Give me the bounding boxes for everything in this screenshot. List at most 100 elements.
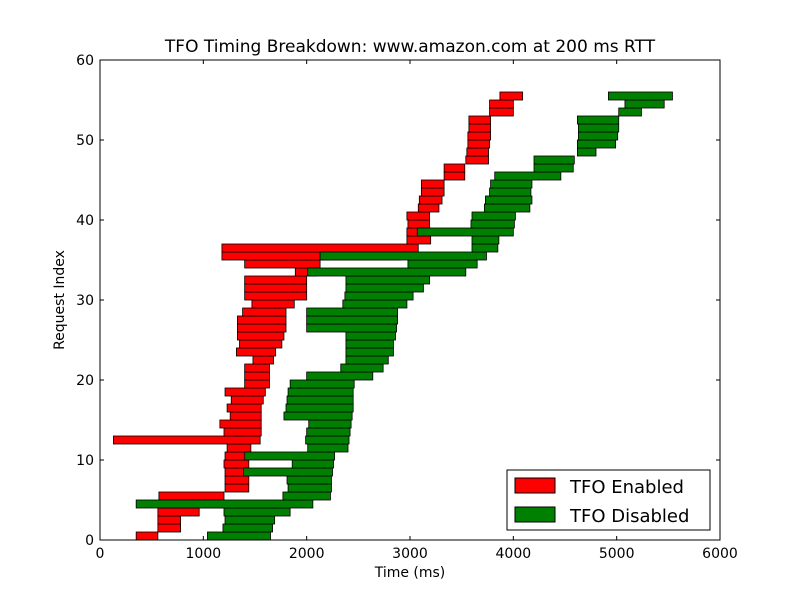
- bar-tfo-disabled-29: [342, 299, 408, 309]
- bar-tfo-enabled-28: [242, 307, 287, 317]
- bar-tfo-disabled-22: [345, 355, 389, 365]
- y-tick-label: 60: [76, 53, 94, 69]
- bar-tfo-enabled-2: [157, 515, 181, 525]
- bar-tfo-enabled-21: [244, 363, 270, 373]
- bar-tfo-disabled-48: [577, 147, 597, 157]
- bar-tfo-disabled-38: [416, 227, 514, 237]
- bar-tfo-disabled-5: [282, 491, 331, 501]
- bar-tfo-enabled-32: [244, 275, 308, 285]
- bar-tfo-enabled-6: [224, 483, 250, 493]
- bar-tfo-disabled-53: [618, 107, 642, 117]
- bar-tfo-enabled-52: [468, 115, 491, 125]
- bar-tfo-enabled-36: [221, 243, 419, 253]
- bar-tfo-disabled-34: [407, 259, 478, 269]
- x-axis-label: Time (ms): [374, 565, 446, 581]
- bar-tfo-disabled-25: [345, 331, 396, 341]
- bar-tfo-enabled-37: [406, 235, 432, 245]
- bar-tfo-disabled-2: [224, 515, 276, 525]
- bar-tfo-disabled-40: [471, 211, 516, 221]
- bar-tfo-disabled-17: [286, 395, 354, 405]
- bar-tfo-disabled-45: [494, 171, 562, 181]
- bar-tfo-disabled-6: [287, 483, 332, 493]
- legend-label-tfo-disabled: TFO Disabled: [569, 506, 689, 527]
- bar-tfo-disabled-54: [624, 99, 665, 109]
- bar-tfo-enabled-29: [251, 299, 295, 309]
- bar-tfo-disabled-41: [483, 203, 531, 213]
- bar-tfo-enabled-14: [219, 419, 262, 429]
- bar-tfo-enabled-19: [244, 379, 270, 389]
- bar-tfo-enabled-45: [443, 171, 466, 181]
- bar-tfo-disabled-36: [471, 243, 499, 253]
- bar-tfo-disabled-42: [485, 195, 533, 205]
- bar-tfo-disabled-13: [306, 427, 351, 437]
- bar-tfo-enabled-17: [230, 395, 264, 405]
- bar-tfo-enabled-13: [223, 427, 262, 437]
- bar-tfo-enabled-43: [420, 187, 445, 197]
- bar-tfo-disabled-10: [244, 451, 335, 461]
- bar-tfo-enabled-44: [420, 179, 445, 189]
- bar-tfo-disabled-49: [577, 139, 617, 149]
- bar-tfo-disabled-46: [533, 163, 574, 173]
- bar-tfo-disabled-28: [306, 307, 399, 317]
- bar-tfo-enabled-48: [466, 147, 489, 157]
- bar-tfo-disabled-47: [533, 155, 575, 165]
- bar-tfo-disabled-16: [285, 403, 354, 413]
- bar-tfo-enabled-5: [158, 491, 225, 501]
- bar-tfo-enabled-53: [489, 107, 514, 117]
- x-tick-label: 5000: [599, 546, 635, 562]
- bar-tfo-enabled-46: [443, 163, 466, 173]
- bar-tfo-disabled-35: [319, 251, 487, 261]
- bar-tfo-enabled-1: [157, 523, 181, 533]
- bar-tfo-enabled-42: [418, 195, 443, 205]
- legend: TFO Enabled TFO Disabled: [506, 469, 711, 531]
- bar-tfo-enabled-26: [237, 323, 287, 333]
- bar-tfo-disabled-8: [243, 467, 333, 477]
- bar-tfo-enabled-54: [489, 99, 514, 109]
- y-tick-label: 30: [76, 293, 94, 309]
- bar-tfo-enabled-25: [237, 331, 285, 341]
- y-tick-label: 0: [85, 533, 94, 549]
- bar-tfo-disabled-50: [578, 131, 619, 141]
- bar-tfo-disabled-32: [345, 275, 431, 285]
- bar-tfo-enabled-47: [465, 155, 489, 165]
- bar-tfo-enabled-0: [135, 531, 159, 541]
- bar-tfo-disabled-3: [223, 507, 291, 517]
- x-tick-label: 1000: [186, 546, 222, 562]
- ticks-layer: 0 1000 2000 3000 4000 5000 6000 0 10 20 30 40 50 60: [76, 53, 738, 562]
- bar-tfo-enabled-15: [229, 411, 262, 421]
- bar-tfo-disabled-30: [344, 291, 414, 301]
- bar-tfo-disabled-18: [287, 387, 354, 397]
- bar-tfo-enabled-55: [499, 91, 524, 101]
- bar-tfo-enabled-31: [244, 283, 308, 293]
- bar-tfo-disabled-55: [608, 91, 673, 101]
- bar-tfo-enabled-34: [244, 259, 321, 269]
- bar-tfo-enabled-18: [224, 387, 266, 397]
- legend-label-tfo-enabled: TFO Enabled: [569, 477, 684, 498]
- bar-tfo-enabled-23: [235, 347, 277, 357]
- legend-swatch-tfo-disabled: [514, 506, 556, 523]
- bar-tfo-disabled-0: [207, 531, 271, 541]
- bar-tfo-enabled-49: [467, 139, 490, 149]
- bar-tfo-enabled-41: [417, 203, 440, 213]
- bar-tfo-enabled-20: [244, 371, 270, 381]
- bar-tfo-disabled-20: [306, 371, 374, 381]
- x-tick-label: 0: [96, 546, 105, 562]
- bar-tfo-disabled-52: [577, 115, 620, 125]
- bar-tfo-enabled-51: [468, 123, 491, 133]
- bar-tfo-disabled-23: [345, 347, 394, 357]
- bar-tfo-enabled-16: [226, 403, 262, 413]
- bar-tfo-disabled-11: [307, 443, 349, 453]
- bar-tfo-disabled-14: [308, 419, 352, 429]
- bar-tfo-disabled-15: [283, 411, 353, 421]
- x-tick-label: 3000: [392, 546, 428, 562]
- x-tick-label: 2000: [289, 546, 325, 562]
- y-tick-label: 50: [76, 133, 94, 149]
- y-axis-label: Request Index: [52, 250, 68, 350]
- bar-tfo-disabled-44: [490, 179, 533, 189]
- bar-tfo-disabled-12: [305, 435, 350, 445]
- bar-tfo-enabled-22: [252, 355, 274, 365]
- legend-swatch-tfo-enabled: [514, 477, 556, 494]
- bar-tfo-disabled-26: [306, 323, 397, 333]
- bar-tfo-enabled-27: [237, 315, 287, 325]
